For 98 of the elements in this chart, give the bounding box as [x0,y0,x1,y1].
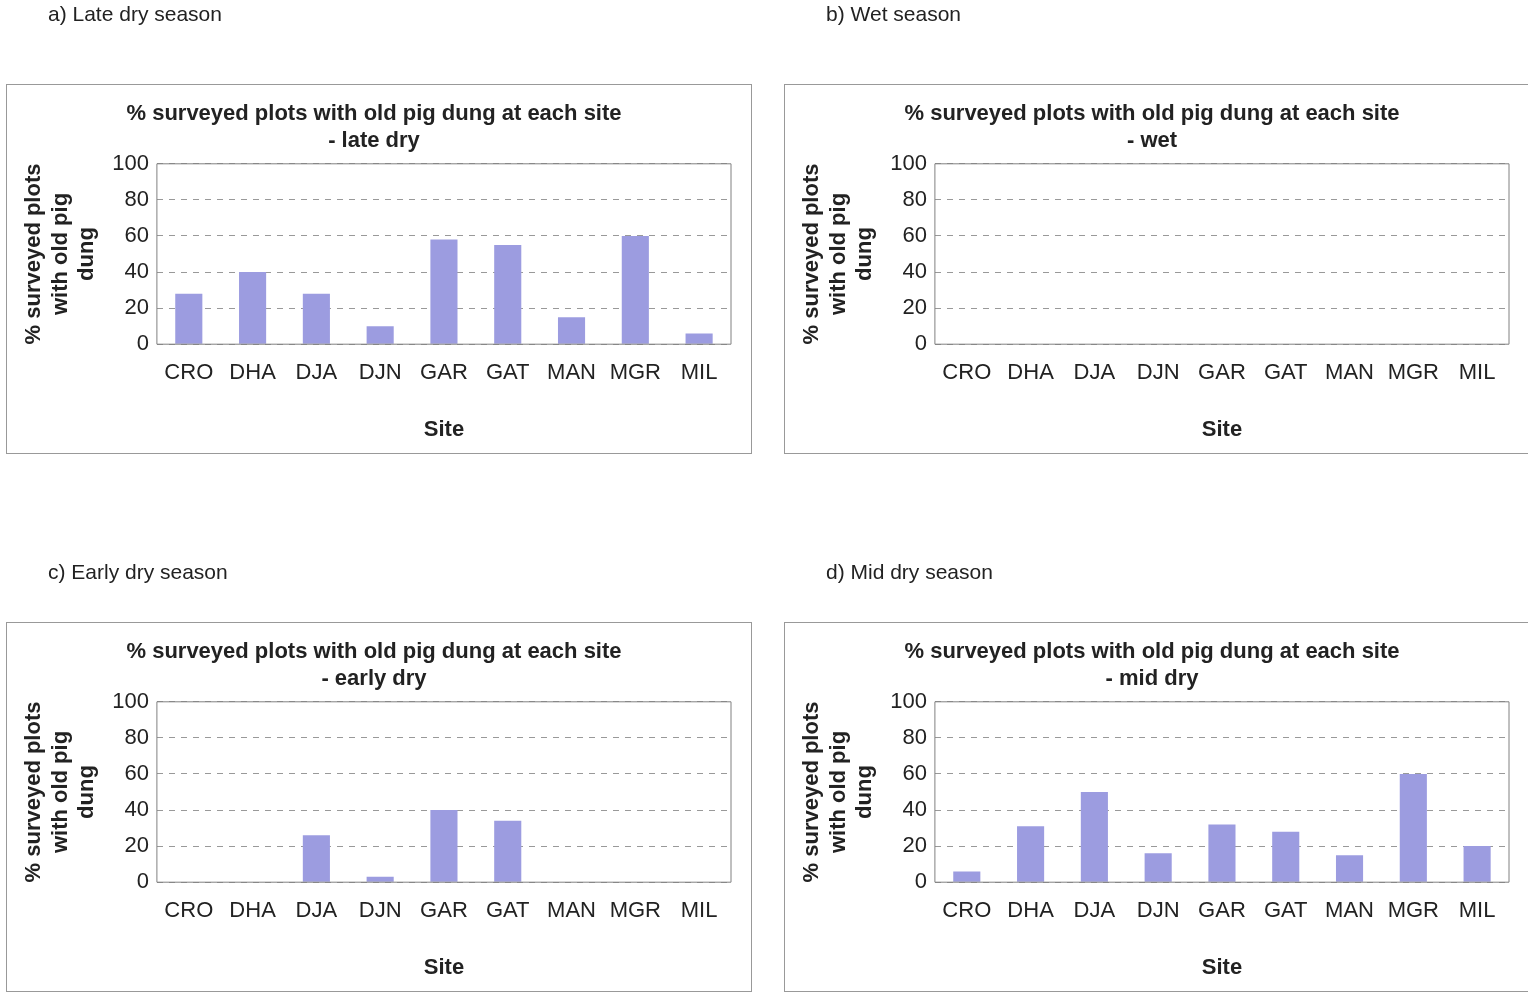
bar [302,293,330,344]
x-tick-label: MAN [547,897,596,923]
bar [1335,855,1364,882]
bar [302,835,330,882]
bar [430,810,458,882]
y-tick-label: 20 [124,832,149,858]
y-tick-label: 40 [902,796,927,822]
bar [1399,773,1427,882]
y-tick-label: 60 [124,222,149,248]
x-tick-label: DJN [1136,897,1180,923]
y-tick-label: 0 [136,330,149,356]
x-tick-label: DHA [229,359,277,385]
bar [175,293,203,344]
bar [430,239,458,344]
x-axis-title: Site [1201,953,1243,979]
x-tick-label: CRO [164,897,214,923]
y-tick-label: 0 [914,868,927,894]
bar [1463,846,1491,882]
y-tick-label: 60 [124,760,149,786]
x-tick-label: GAT [1263,897,1308,923]
x-tick-label: DJN [358,359,402,385]
x-tick-label: MGR [609,897,661,923]
y-tick-label: 100 [890,687,927,713]
x-tick-label: MIL [1458,359,1496,385]
bar [239,272,267,344]
y-tick-label: 100 [112,149,149,175]
x-tick-label: MAN [1325,897,1374,923]
x-tick-label: GAT [1263,359,1308,385]
chart-title: % surveyed plots with old pig dung at each site - mid dry [904,638,1400,690]
chart-title: % surveyed plots with old pig dung at each site - early dry [126,638,622,690]
x-tick-label: MIL [680,359,718,385]
x-tick-label: GAR [1198,897,1246,923]
y-tick-label: 60 [902,760,927,786]
text: b) Wet season [826,2,962,26]
y-tick-label: 100 [890,149,927,175]
x-tick-label: MIL [1458,897,1496,923]
y-tick-label: 80 [902,723,927,749]
y-axis-title: % surveyed plots with old pig dung [20,701,99,883]
y-tick-label: 0 [136,868,149,894]
bar [1080,792,1108,882]
x-tick-label: GAT [485,897,530,923]
y-tick-label: 40 [124,258,149,284]
y-tick-label: 40 [902,258,927,284]
x-tick-label: MGR [1387,897,1439,923]
y-tick-label: 0 [914,330,927,356]
x-tick-label: DJA [1073,897,1116,923]
text: d) Mid dry season [826,560,993,584]
y-tick-label: 20 [902,832,927,858]
bar [621,235,649,344]
y-axis-title: % surveyed plots with old pig dung [798,701,877,883]
bar [1017,826,1045,882]
x-axis-title: Site [423,953,465,979]
x-tick-label: MGR [1387,359,1439,385]
bar [557,317,586,344]
x-tick-label: MIL [680,897,718,923]
y-tick-label: 80 [902,185,927,211]
x-tick-label: DJN [1136,359,1180,385]
y-axis-title: % surveyed plots with old pig dung [798,163,877,345]
x-tick-label: CRO [164,359,214,385]
x-tick-label: DHA [1007,359,1055,385]
bar [1208,824,1236,882]
bar [953,871,981,882]
x-tick-label: MAN [1325,359,1374,385]
x-tick-label: CRO [942,359,992,385]
bar [494,244,522,344]
text: c) Early dry season [48,560,228,584]
x-tick-label: MGR [609,359,661,385]
x-axis-title: Site [423,415,465,441]
bar [494,820,522,882]
x-tick-label: DJA [295,359,338,385]
bar [1272,831,1300,882]
bar [366,876,394,882]
text: a) Late dry season [48,2,222,26]
x-tick-label: GAR [1198,359,1246,385]
y-tick-label: 80 [124,185,149,211]
chart-title: % surveyed plots with old pig dung at each site - wet [904,100,1400,152]
bar [685,333,713,344]
y-tick-label: 80 [124,723,149,749]
chart-title: % surveyed plots with old pig dung at each site - late dry [126,100,622,152]
bar [1144,853,1172,882]
x-tick-label: CRO [942,897,992,923]
y-tick-label: 60 [902,222,927,248]
y-axis-title: % surveyed plots with old pig dung [20,163,99,345]
x-tick-label: DJA [295,897,338,923]
x-tick-label: MAN [547,359,596,385]
x-tick-label: DHA [1007,897,1055,923]
y-tick-label: 40 [124,796,149,822]
x-tick-label: GAR [420,897,468,923]
x-tick-label: DJA [1073,359,1116,385]
x-tick-label: GAR [420,359,468,385]
bar [366,326,394,344]
x-tick-label: DHA [229,897,277,923]
y-tick-label: 20 [902,294,927,320]
x-axis-title: Site [1201,415,1243,441]
y-tick-label: 100 [112,687,149,713]
x-tick-label: GAT [485,359,530,385]
x-tick-label: DJN [358,897,402,923]
y-tick-label: 20 [124,294,149,320]
